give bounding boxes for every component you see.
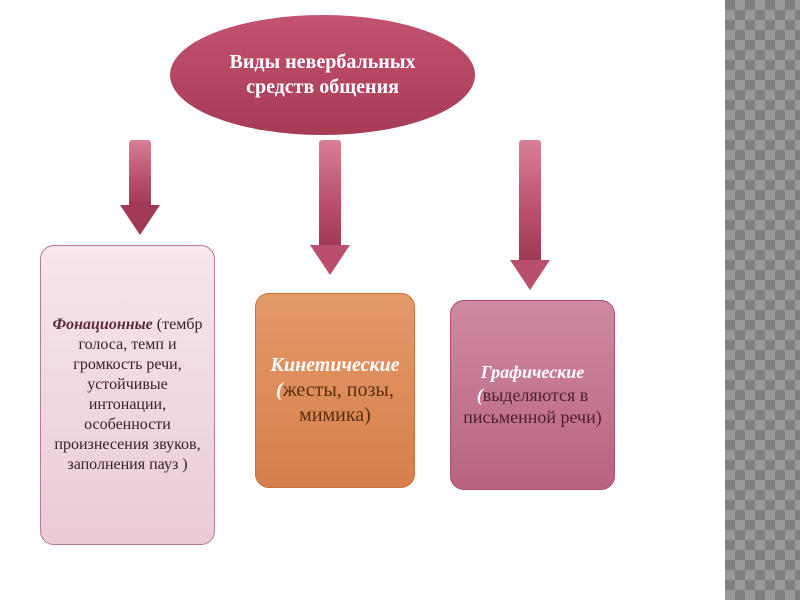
arrow-shaft bbox=[129, 140, 151, 205]
paren-close: ) bbox=[596, 407, 602, 427]
card-title: Фонационные bbox=[53, 316, 153, 333]
child-node-kinetic: Кинетические (жесты, позы, мимика) bbox=[255, 293, 415, 488]
arrow-head-icon bbox=[310, 245, 350, 275]
card-body-text: выделяются в письменной речи bbox=[463, 385, 595, 428]
side-decorative-pattern bbox=[725, 0, 800, 600]
arrow-to-kinetic bbox=[310, 140, 350, 240]
paren-close: ) bbox=[178, 456, 187, 473]
card-body-text: тембр голоса, темп и громкость речи, уст… bbox=[54, 316, 202, 473]
card-body: (жесты, позы, мимика) bbox=[276, 379, 394, 426]
paren-close: ) bbox=[364, 404, 371, 426]
root-node: Виды невербальных средств общения bbox=[170, 15, 475, 135]
child-node-phonation: Фонационные (тембр голоса, темп и громко… bbox=[40, 245, 215, 545]
card-body: (тембр голоса, темп и громкость речи, ус… bbox=[54, 316, 202, 473]
arrow-shaft bbox=[319, 140, 341, 245]
child-node-graphic: Графические (выделяются в письменной реч… bbox=[450, 300, 615, 490]
arrow-to-phonation bbox=[120, 140, 160, 240]
card-title: Кинетические bbox=[270, 354, 399, 376]
arrow-head-icon bbox=[510, 260, 550, 290]
arrow-to-graphic bbox=[510, 140, 550, 240]
card-body-text: жесты, позы, мимика bbox=[283, 379, 394, 426]
card-body: (выделяются в письменной речи) bbox=[463, 385, 601, 428]
card-title: Графические bbox=[481, 362, 585, 382]
root-node-text: Виды невербальных средств общения bbox=[200, 50, 445, 100]
paren-open: ( bbox=[276, 379, 283, 401]
arrow-shaft bbox=[519, 140, 541, 260]
arrow-head-icon bbox=[120, 205, 160, 235]
